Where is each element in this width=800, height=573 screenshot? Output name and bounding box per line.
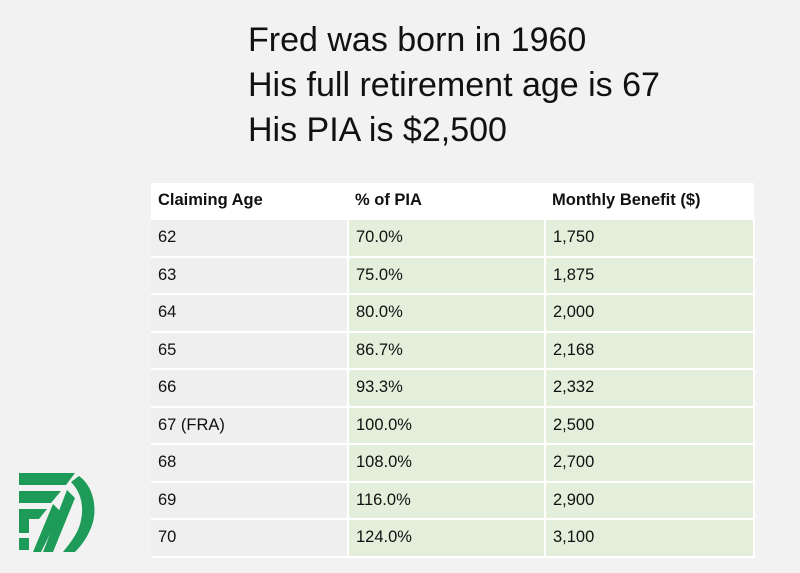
monthly-benefit-cell: 2,500 bbox=[545, 406, 755, 445]
slide-heading: Fred was born in 1960 His full retiremen… bbox=[248, 18, 660, 153]
table-row: 69 116.0% 2,900 bbox=[151, 481, 755, 520]
percent-of-pia-cell: 116.0% bbox=[348, 481, 546, 520]
claiming-age-cell: 69 bbox=[151, 481, 349, 520]
monthly-benefit-cell: 3,100 bbox=[545, 519, 755, 558]
monthly-benefit-cell: 1,875 bbox=[545, 256, 755, 295]
percent-of-pia-cell: 80.0% bbox=[348, 294, 546, 333]
header-monthly-benefit: Monthly Benefit ($) bbox=[545, 183, 754, 220]
claiming-age-cell: 64 bbox=[151, 294, 349, 333]
monthly-benefit-cell: 2,900 bbox=[545, 481, 755, 520]
claiming-age-cell: 68 bbox=[151, 444, 349, 483]
claiming-age-cell: 62 bbox=[151, 219, 349, 258]
table-row: 65 86.7% 2,168 bbox=[151, 331, 755, 370]
table-header-row: Claiming Age % of PIA Monthly Benefit ($… bbox=[151, 183, 754, 220]
heading-line-pia: His PIA is $2,500 bbox=[248, 111, 507, 149]
percent-of-pia-cell: 93.3% bbox=[348, 369, 546, 408]
table-row: 66 93.3% 2,332 bbox=[151, 369, 755, 408]
monthly-benefit-cell: 2,332 bbox=[545, 369, 755, 408]
heading-line-fra: His full retirement age is 67 bbox=[248, 66, 660, 104]
percent-of-pia-cell: 100.0% bbox=[348, 406, 546, 445]
percent-of-pia-cell: 70.0% bbox=[348, 219, 546, 258]
table-row: 64 80.0% 2,000 bbox=[151, 294, 755, 333]
percent-of-pia-cell: 75.0% bbox=[348, 256, 546, 295]
table-row: 62 70.0% 1,750 bbox=[151, 219, 755, 258]
table-row: 63 75.0% 1,875 bbox=[151, 256, 755, 295]
header-percent-of-pia: % of PIA bbox=[348, 183, 545, 220]
percent-of-pia-cell: 108.0% bbox=[348, 444, 546, 483]
table-row: 67 (FRA) 100.0% 2,500 bbox=[151, 406, 755, 445]
monthly-benefit-cell: 2,700 bbox=[545, 444, 755, 483]
percent-of-pia-cell: 86.7% bbox=[348, 331, 546, 370]
heading-line-birth-year: Fred was born in 1960 bbox=[248, 21, 587, 59]
monthly-benefit-cell: 1,750 bbox=[545, 219, 755, 258]
table-row: 70 124.0% 3,100 bbox=[151, 519, 755, 558]
claiming-age-cell: 67 (FRA) bbox=[151, 406, 349, 445]
monthly-benefit-cell: 2,168 bbox=[545, 331, 755, 370]
claiming-age-cell: 66 bbox=[151, 369, 349, 408]
benefits-table: Claiming Age % of PIA Monthly Benefit ($… bbox=[151, 183, 755, 558]
header-claiming-age: Claiming Age bbox=[151, 183, 348, 220]
green-arrow-logo-icon bbox=[17, 470, 99, 554]
percent-of-pia-cell: 124.0% bbox=[348, 519, 546, 558]
claiming-age-cell: 65 bbox=[151, 331, 349, 370]
claiming-age-cell: 63 bbox=[151, 256, 349, 295]
monthly-benefit-cell: 2,000 bbox=[545, 294, 755, 333]
claiming-age-cell: 70 bbox=[151, 519, 349, 558]
table-row: 68 108.0% 2,700 bbox=[151, 444, 755, 483]
